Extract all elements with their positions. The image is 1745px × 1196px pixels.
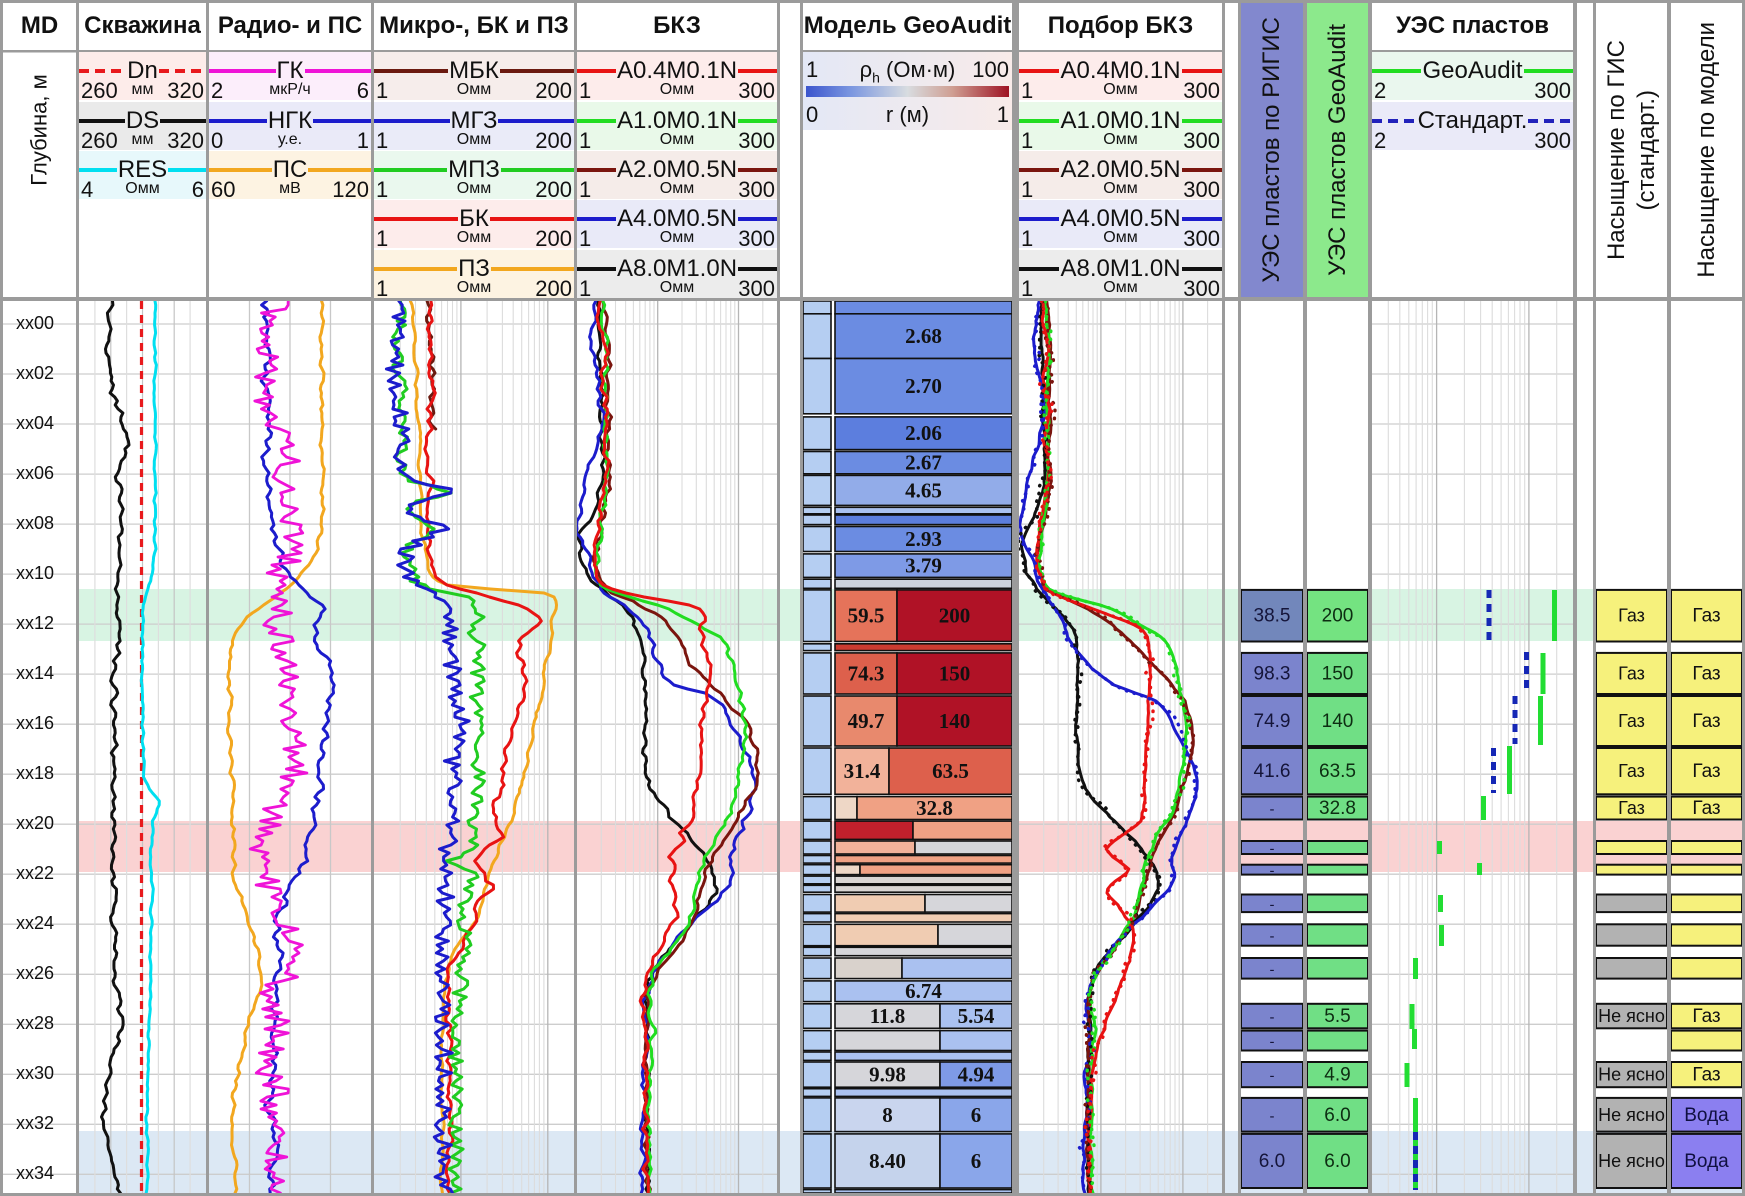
svg-text:6.0: 6.0 (1324, 1105, 1350, 1126)
svg-text:6.74: 6.74 (905, 979, 942, 1003)
svg-text:Не ясно: Не ясно (1598, 1065, 1665, 1085)
svg-text:140: 140 (939, 709, 971, 733)
svg-text:5.5: 5.5 (1324, 1006, 1350, 1027)
svg-text:2.70: 2.70 (905, 374, 942, 398)
svg-text:-: - (1270, 928, 1275, 945)
svg-text:150: 150 (939, 662, 971, 686)
svg-text:8.40: 8.40 (869, 1149, 906, 1173)
svg-text:2.68: 2.68 (905, 324, 942, 348)
svg-text:Газ: Газ (1692, 1065, 1720, 1086)
svg-text:32.8: 32.8 (916, 796, 953, 820)
svg-text:-: - (1270, 1009, 1275, 1026)
svg-text:3.79: 3.79 (905, 554, 942, 578)
svg-text:Вода: Вода (1684, 1105, 1729, 1126)
svg-text:2.67: 2.67 (905, 451, 942, 475)
svg-text:38.5: 38.5 (1254, 606, 1291, 627)
svg-text:8: 8 (882, 1103, 893, 1127)
svg-text:-: - (1270, 1034, 1275, 1051)
svg-text:140: 140 (1322, 711, 1354, 732)
svg-text:200: 200 (1322, 606, 1354, 627)
svg-text:Газ: Газ (1692, 761, 1720, 782)
svg-text:59.5: 59.5 (848, 604, 885, 628)
svg-text:Не ясно: Не ясно (1598, 1006, 1665, 1026)
svg-text:-: - (1270, 1108, 1275, 1125)
svg-text:-: - (1270, 863, 1275, 880)
svg-text:-: - (1270, 801, 1275, 818)
svg-text:32.8: 32.8 (1319, 798, 1356, 819)
svg-text:31.4: 31.4 (844, 759, 881, 783)
svg-text:6.0: 6.0 (1259, 1151, 1285, 1172)
svg-text:-: - (1270, 841, 1275, 858)
svg-text:Газ: Газ (1692, 664, 1720, 685)
svg-text:Газ: Газ (1692, 798, 1720, 819)
svg-text:6: 6 (971, 1149, 982, 1173)
svg-text:-: - (1270, 961, 1275, 978)
svg-text:Газ: Газ (1618, 606, 1645, 626)
svg-text:6.0: 6.0 (1324, 1151, 1350, 1172)
svg-text:41.6: 41.6 (1254, 761, 1291, 782)
svg-text:74.9: 74.9 (1254, 711, 1291, 732)
svg-text:Газ: Газ (1618, 761, 1645, 781)
svg-text:49.7: 49.7 (848, 709, 885, 733)
svg-text:2.93: 2.93 (905, 527, 942, 551)
svg-text:-: - (1270, 1068, 1275, 1085)
svg-text:Газ: Газ (1692, 711, 1720, 732)
svg-text:4.94: 4.94 (958, 1063, 995, 1087)
svg-text:150: 150 (1322, 664, 1354, 685)
svg-text:74.3: 74.3 (848, 662, 885, 686)
svg-text:2.06: 2.06 (905, 421, 942, 445)
svg-text:Газ: Газ (1618, 664, 1645, 684)
svg-text:6: 6 (971, 1103, 982, 1127)
svg-text:63.5: 63.5 (1319, 761, 1356, 782)
svg-text:9.98: 9.98 (869, 1063, 906, 1087)
svg-text:4.9: 4.9 (1324, 1065, 1350, 1086)
svg-text:Газ: Газ (1618, 711, 1645, 731)
svg-text:5.54: 5.54 (958, 1004, 995, 1028)
svg-text:Вода: Вода (1684, 1151, 1729, 1172)
svg-text:Не ясно: Не ясно (1598, 1151, 1665, 1171)
svg-text:Газ: Газ (1692, 606, 1720, 627)
svg-text:Газ: Газ (1618, 798, 1645, 818)
svg-text:200: 200 (939, 604, 971, 628)
svg-text:98.3: 98.3 (1254, 664, 1291, 685)
svg-text:Не ясно: Не ясно (1598, 1105, 1665, 1125)
svg-text:4.65: 4.65 (905, 478, 942, 502)
svg-text:-: - (1270, 896, 1275, 913)
svg-text:63.5: 63.5 (932, 759, 969, 783)
svg-text:Газ: Газ (1692, 1006, 1720, 1027)
svg-text:11.8: 11.8 (870, 1004, 906, 1028)
